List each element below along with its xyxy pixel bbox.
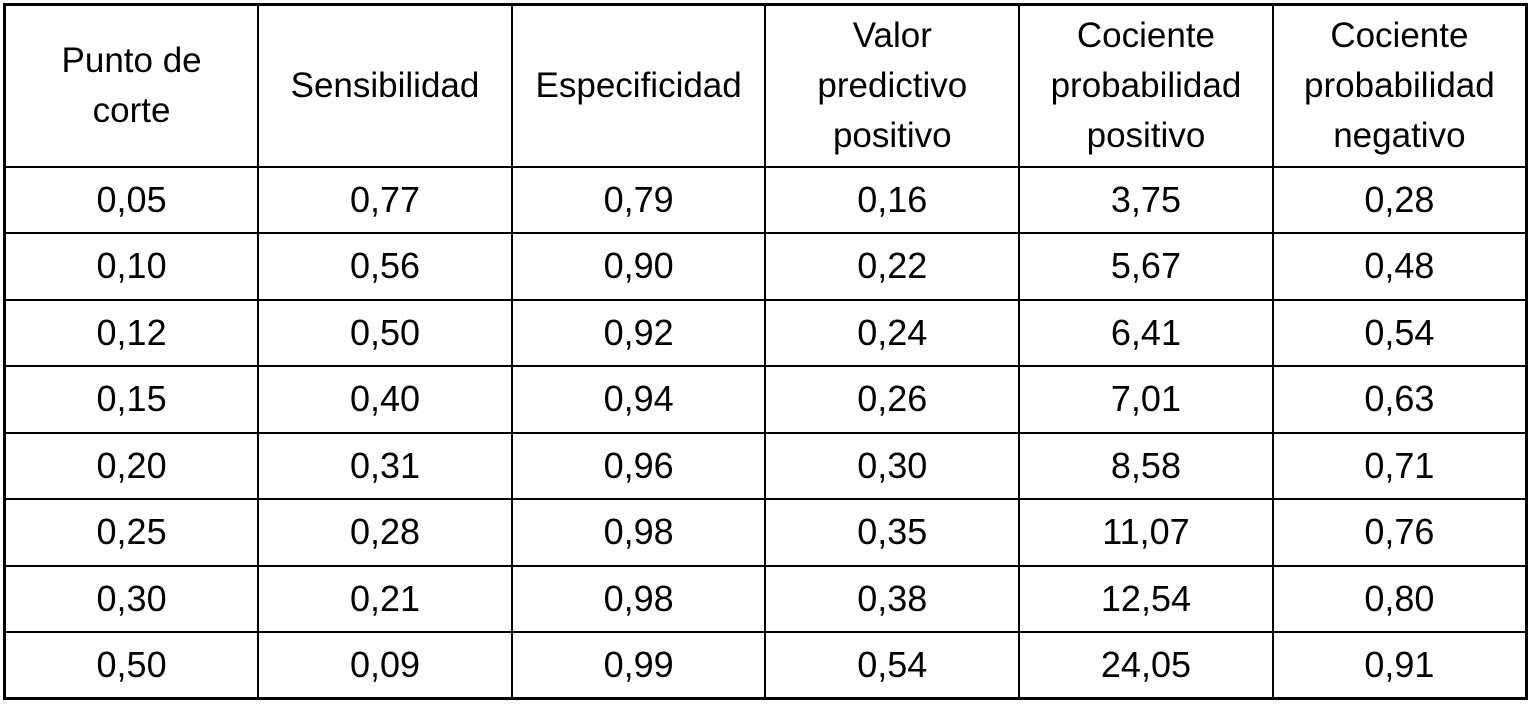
- table-cell: 0,26: [764, 365, 1021, 434]
- table-row: 0,20 0,31 0,96 0,30 8,58 0,71: [3, 431, 1528, 500]
- table-cell: 6,41: [1018, 298, 1274, 367]
- table-cell: 0,98: [510, 498, 767, 567]
- table-cell: 0,96: [510, 431, 767, 500]
- table-cell: 0,28: [1271, 165, 1528, 234]
- table-cell: 0,99: [510, 631, 767, 700]
- table-cell: 0,15: [3, 365, 260, 434]
- table-cell: 0,38: [764, 564, 1021, 633]
- table-row: 0,30 0,21 0,98 0,38 12,54 0,80: [3, 564, 1528, 633]
- table-cell: 11,07: [1018, 498, 1274, 567]
- table-cell: 0,20: [3, 431, 260, 500]
- table-cell: 0,48: [1271, 232, 1528, 301]
- table-cell: 0,90: [510, 232, 767, 301]
- table-cell: 0,12: [3, 298, 260, 367]
- table-cell: 0,92: [510, 298, 767, 367]
- table-cell: 0,30: [3, 564, 260, 633]
- table-cell: 0,98: [510, 564, 767, 633]
- table-cell: 0,94: [510, 365, 767, 434]
- table-cell: 5,67: [1018, 232, 1274, 301]
- table-cell: 0,80: [1271, 564, 1528, 633]
- statistics-table-container: Punto de corte Sensibilidad Especificida…: [3, 3, 1528, 700]
- table-cell: 0,76: [1271, 498, 1528, 567]
- table-cell: 0,54: [764, 631, 1021, 700]
- col-header-punto-de-corte: Punto de corte: [3, 3, 260, 168]
- table-cell: 12,54: [1018, 564, 1274, 633]
- table-cell: 0,31: [257, 431, 513, 500]
- table-cell: 0,16: [764, 165, 1021, 234]
- table-cell: 0,54: [1271, 298, 1528, 367]
- table-cell: 0,91: [1271, 631, 1528, 700]
- table-cell: 0,22: [764, 232, 1021, 301]
- table-row: 0,25 0,28 0,98 0,35 11,07 0,76: [3, 498, 1528, 567]
- col-header-cociente-probabilidad-positivo: Cociente probabilidad positivo: [1018, 3, 1274, 168]
- table-row: 0,05 0,77 0,79 0,16 3,75 0,28: [3, 165, 1528, 234]
- col-header-cociente-probabilidad-negativo: Cociente probabilidad negativo: [1271, 3, 1528, 168]
- table-cell: 0,79: [510, 165, 767, 234]
- table-cell: 0,09: [257, 631, 513, 700]
- col-header-valor-predictivo-positivo: Valor predictivo positivo: [764, 3, 1021, 168]
- col-header-especificidad: Especificidad: [510, 3, 767, 168]
- table-row: 0,12 0,50 0,92 0,24 6,41 0,54: [3, 298, 1528, 367]
- table-cell: 0,35: [764, 498, 1021, 567]
- table-row: 0,50 0,09 0,99 0,54 24,05 0,91: [3, 631, 1528, 700]
- table-cell: 0,30: [764, 431, 1021, 500]
- table-cell: 0,40: [257, 365, 513, 434]
- table-row: 0,10 0,56 0,90 0,22 5,67 0,48: [3, 232, 1528, 301]
- table-row: 0,15 0,40 0,94 0,26 7,01 0,63: [3, 365, 1528, 434]
- header-row: Punto de corte Sensibilidad Especificida…: [3, 3, 1528, 168]
- table-cell: 0,25: [3, 498, 260, 567]
- table-cell: 0,77: [257, 165, 513, 234]
- table-cell: 0,28: [257, 498, 513, 567]
- table-cell: 0,24: [764, 298, 1021, 367]
- table-cell: 0,10: [3, 232, 260, 301]
- col-header-sensibilidad: Sensibilidad: [257, 3, 513, 168]
- table-cell: 0,05: [3, 165, 260, 234]
- table-cell: 8,58: [1018, 431, 1274, 500]
- statistics-table: Punto de corte Sensibilidad Especificida…: [3, 3, 1528, 700]
- table-cell: 0,50: [257, 298, 513, 367]
- table-cell: 0,21: [257, 564, 513, 633]
- table-cell: 7,01: [1018, 365, 1274, 434]
- table-cell: 0,63: [1271, 365, 1528, 434]
- table-cell: 0,50: [3, 631, 260, 700]
- table-cell: 3,75: [1018, 165, 1274, 234]
- table-cell: 0,56: [257, 232, 513, 301]
- table-cell: 0,71: [1271, 431, 1528, 500]
- table-cell: 24,05: [1018, 631, 1274, 700]
